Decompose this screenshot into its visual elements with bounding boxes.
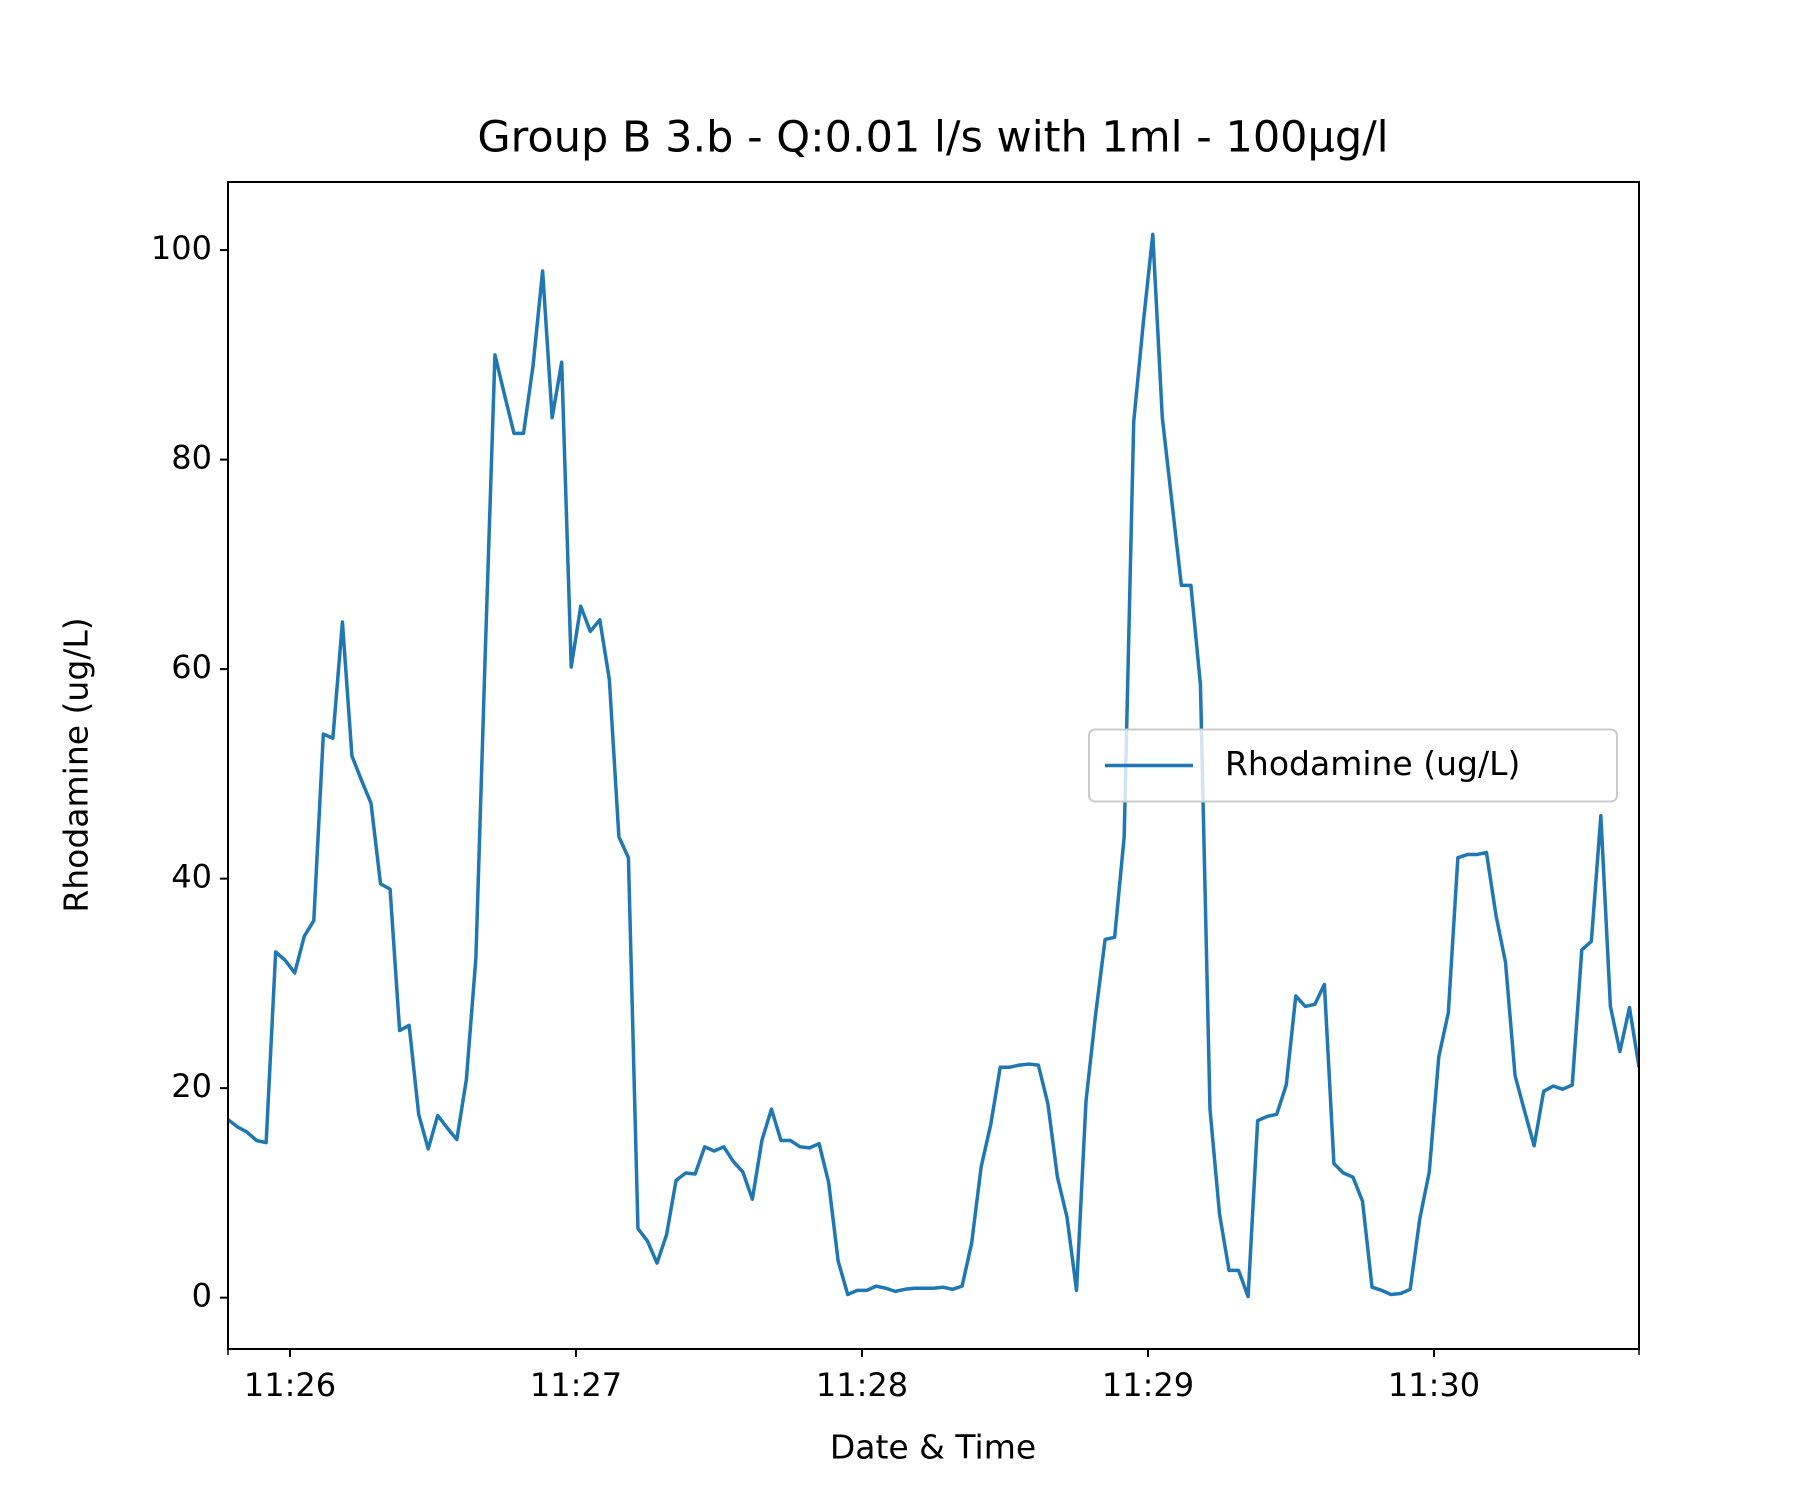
y-tick-label: 0: [192, 1277, 212, 1315]
x-axis-label: Date & Time: [830, 1428, 1036, 1467]
x-tick-label: 11:30: [1388, 1366, 1480, 1404]
y-tick-label: 100: [151, 229, 212, 267]
x-tick-label: 11:26: [244, 1366, 336, 1404]
y-tick-label: 60: [171, 648, 212, 686]
y-axis-label: Rhodamine (ug/L): [57, 617, 96, 912]
y-tick-label: 20: [171, 1067, 212, 1105]
plot-frame: [227, 181, 1640, 1350]
x-tick-label: 11:29: [1102, 1366, 1194, 1404]
y-tick-label: 40: [171, 858, 212, 896]
x-tick-label: 11:27: [530, 1366, 622, 1404]
x-tick-label: 11:28: [816, 1366, 908, 1404]
legend-label: Rhodamine (ug/L): [1225, 744, 1520, 783]
legend-box: [1088, 728, 1618, 803]
chart-title: Group B 3.b - Q:0.01 l/s with 1ml - 100μ…: [477, 113, 1388, 163]
y-tick-label: 80: [171, 439, 212, 477]
plot-area: [228, 232, 1639, 1299]
data-line: [228, 232, 1639, 1299]
